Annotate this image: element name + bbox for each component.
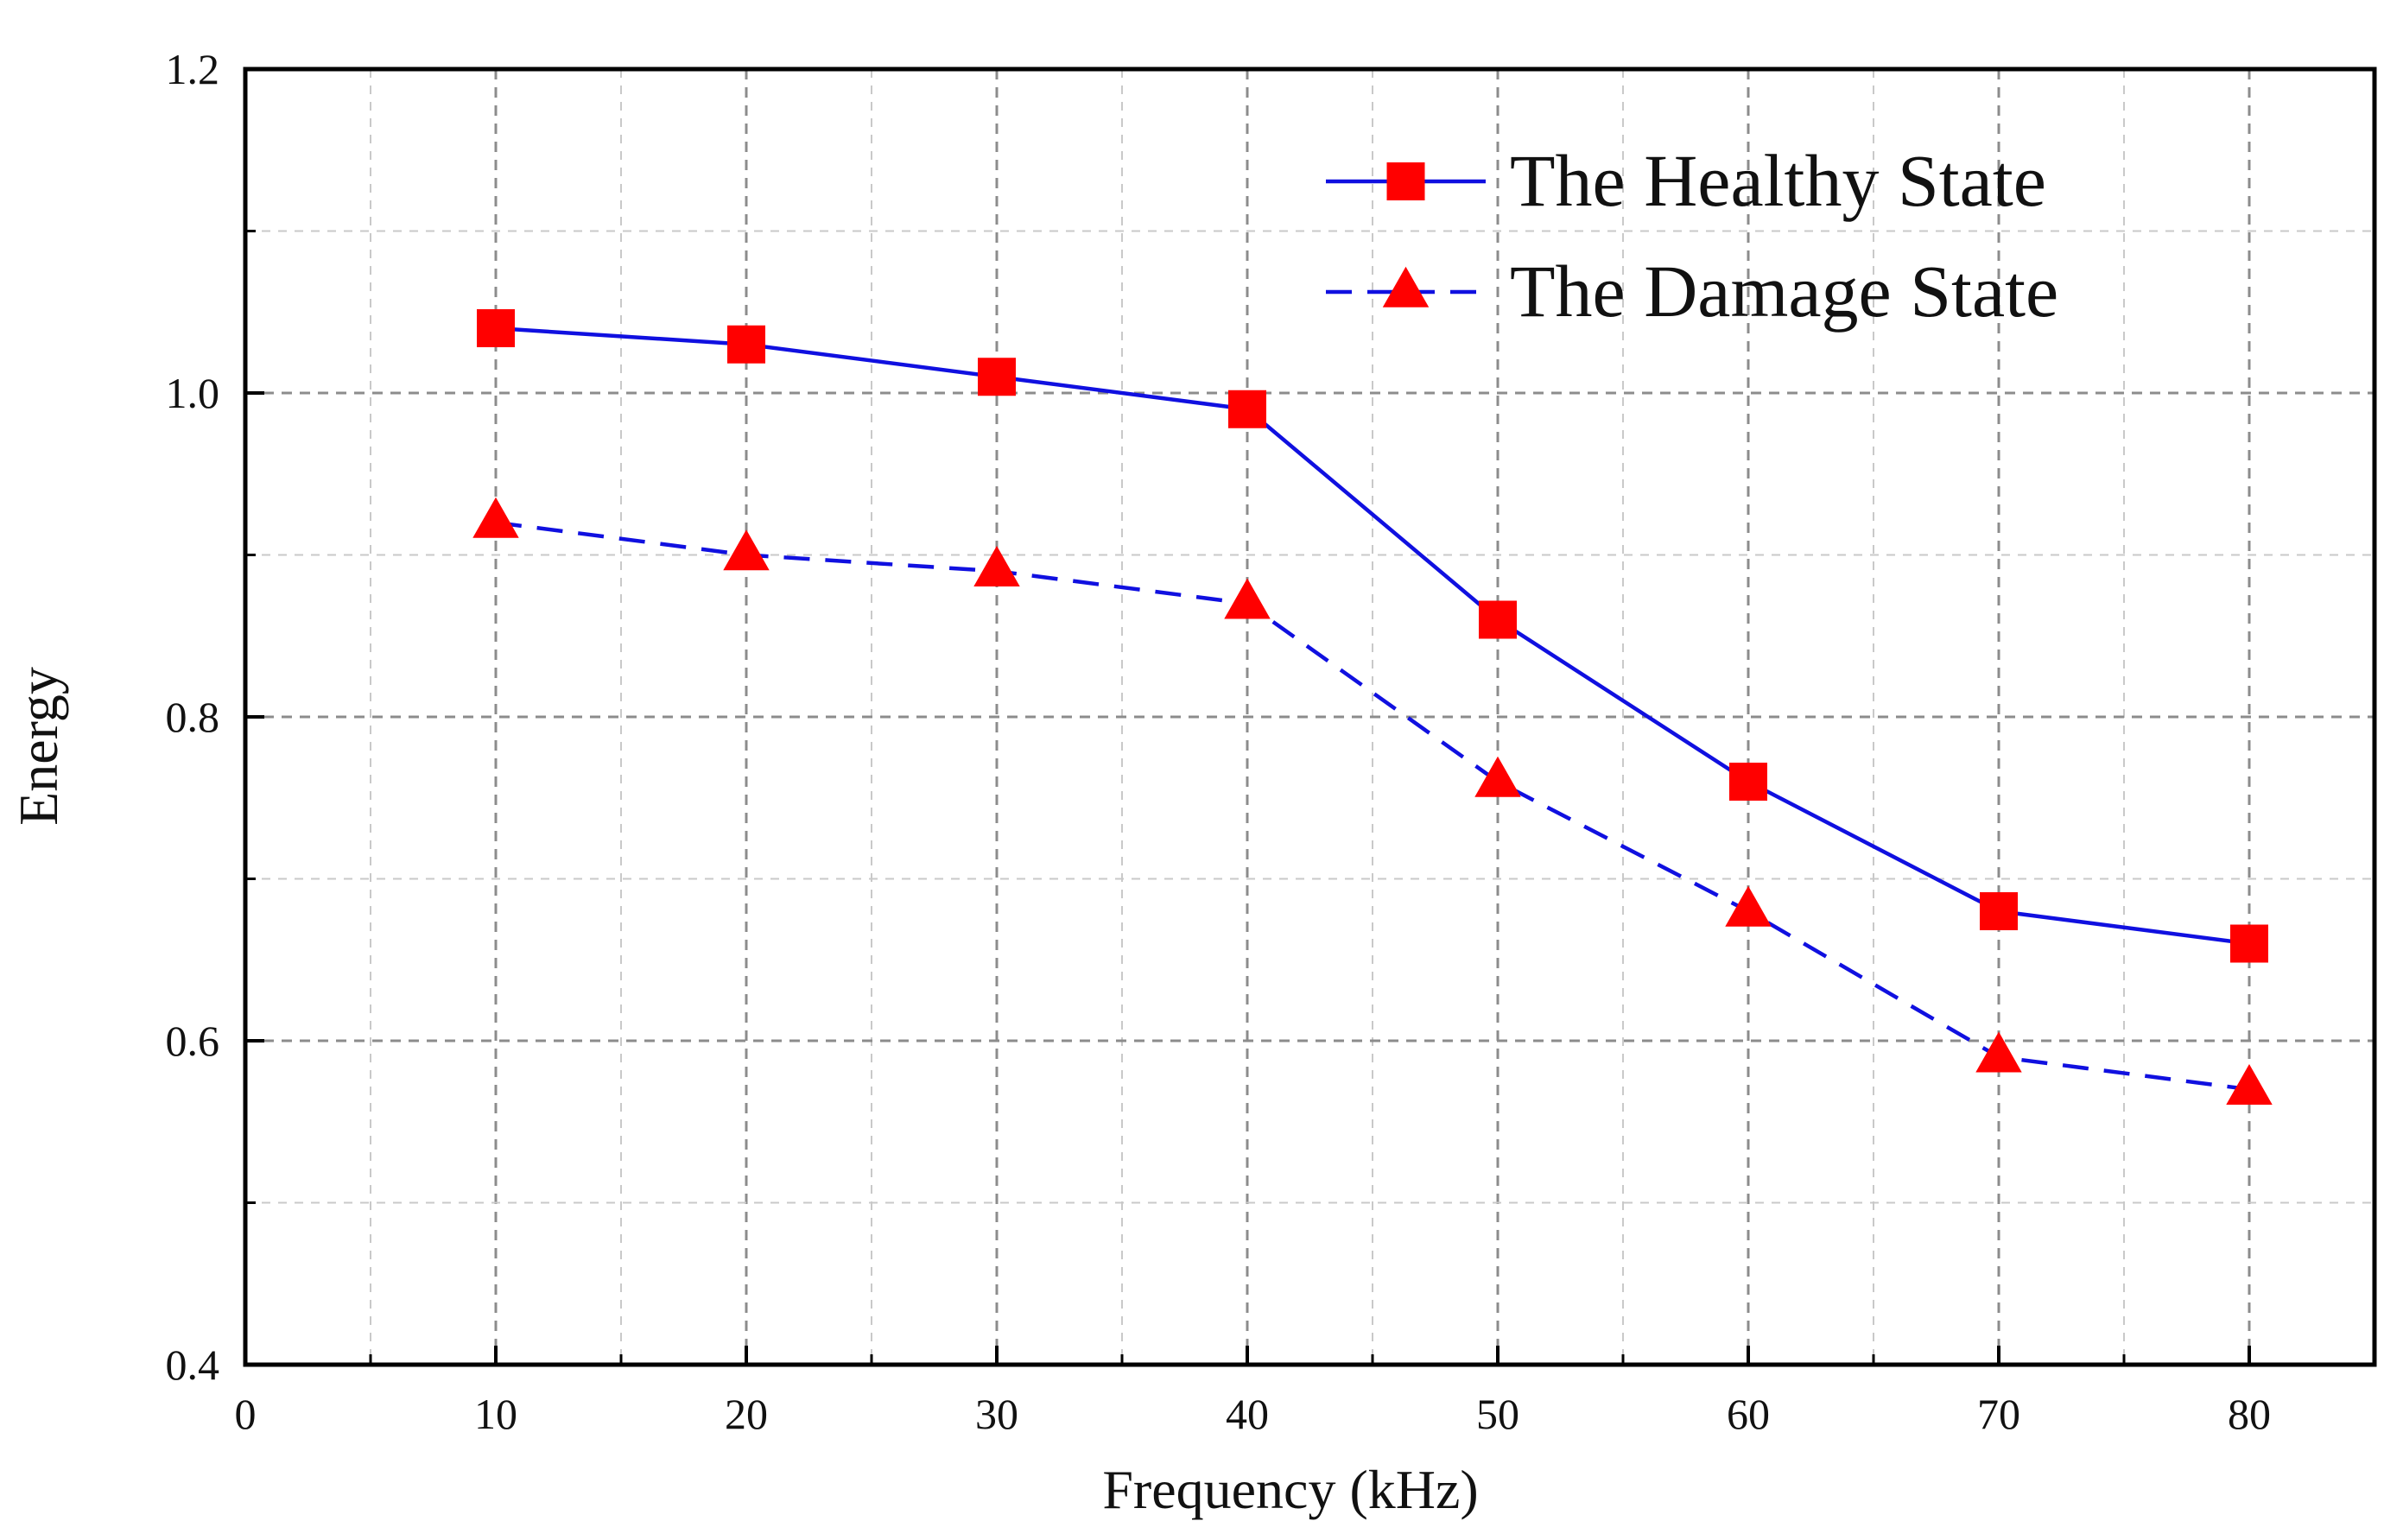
- healthy-marker: [1729, 763, 1767, 801]
- legend-label-damage: The Damage State: [1510, 250, 2058, 333]
- axes: 0 10 20 30 40 50 60 70 80 0.4 0.6 0.8 1.0 1.2: [166, 45, 2377, 1438]
- y-tick-label: 0.8: [166, 693, 220, 741]
- x-tick-label: 70: [1977, 1390, 2020, 1438]
- damage-marker: [2226, 1063, 2273, 1105]
- grid: [245, 69, 2374, 1365]
- y-tick-label: 0.6: [166, 1017, 220, 1065]
- legend-marker-damage: [1382, 266, 1430, 307]
- x-tick-label: 20: [725, 1390, 768, 1438]
- damage-marker: [973, 545, 1020, 586]
- damage-marker: [1975, 1031, 2022, 1073]
- x-tick-label: 40: [1226, 1390, 1269, 1438]
- healthy-marker: [978, 358, 1016, 396]
- damage-marker: [723, 529, 770, 571]
- damage-marker: [1474, 756, 1521, 797]
- legend-item-damage: The Damage State: [1326, 250, 2058, 333]
- series: [472, 309, 2273, 1105]
- legend: The Healthy State The Damage State: [1326, 139, 2058, 333]
- damage-marker: [1224, 578, 1271, 619]
- x-tick-label: 50: [1476, 1390, 1519, 1438]
- healthy-line: [495, 326, 2250, 946]
- y-axis-title: Energy: [8, 667, 69, 826]
- healthy-marker: [1980, 892, 2018, 930]
- legend-marker-healthy: [1386, 162, 1425, 200]
- healthy-marker: [1228, 390, 1266, 428]
- damage-line: [495, 520, 2250, 1092]
- healthy-marker: [477, 309, 515, 347]
- x-tick-label: 60: [1727, 1390, 1770, 1438]
- damage-marker: [472, 497, 519, 538]
- y-tick-label: 1.0: [166, 369, 220, 417]
- healthy-marker: [2230, 924, 2268, 963]
- y-tick-label: 0.4: [166, 1340, 220, 1389]
- x-tick-label: 10: [474, 1390, 517, 1438]
- y-tick-label: 1.2: [166, 45, 220, 93]
- x-tick-label: 30: [975, 1390, 1018, 1438]
- damage-marker: [1725, 885, 1772, 927]
- legend-label-healthy: The Healthy State: [1510, 139, 2046, 222]
- healthy-marker: [1479, 600, 1517, 639]
- x-tick-label: 0: [235, 1390, 257, 1438]
- healthy-series: [477, 309, 2268, 963]
- x-tick-label: 80: [2228, 1390, 2271, 1438]
- x-axis-title: Frequency (kHz): [1102, 1459, 1478, 1520]
- healthy-marker: [727, 325, 765, 364]
- legend-item-healthy: The Healthy State: [1326, 139, 2046, 222]
- damage-series: [472, 497, 2273, 1105]
